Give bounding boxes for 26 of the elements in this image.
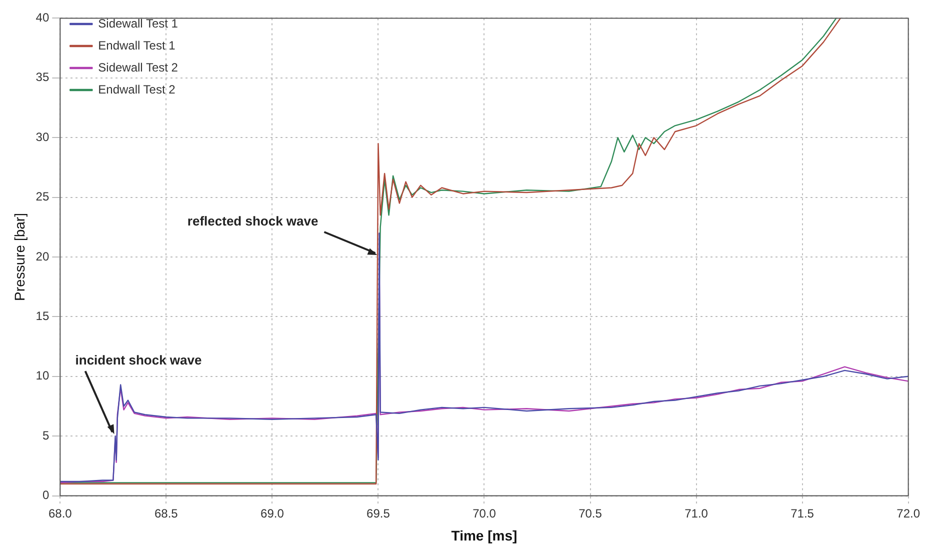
legend-label: Sidewall Test 1	[98, 16, 178, 30]
y-tick-label: 10	[36, 368, 50, 383]
legend-label: Endwall Test 1	[98, 38, 176, 52]
x-tick-label: 70.5	[578, 506, 602, 520]
annotation: reflected shock wave	[187, 214, 318, 229]
y-tick-label: 40	[36, 10, 50, 25]
x-tick-label: 70.0	[472, 506, 496, 520]
legend-label: Endwall Test 2	[98, 82, 176, 96]
x-tick-label: 69.0	[260, 506, 284, 520]
y-tick-label: 5	[42, 428, 50, 442]
x-tick-label: 68.0	[48, 506, 72, 520]
legend-label: Sidewall Test 2	[98, 60, 178, 74]
y-axis-title: Pressure [bar]	[11, 213, 28, 301]
x-tick-label: 71.5	[790, 506, 814, 520]
x-axis-title: Time [ms]	[451, 527, 518, 544]
y-tick-label: 15	[36, 309, 50, 324]
y-tick-label: 30	[36, 130, 50, 144]
y-tick-label: 20	[36, 249, 50, 264]
y-tick-label: 35	[36, 70, 50, 84]
annotation: incident shock wave	[75, 352, 202, 368]
x-tick-label: 69.5	[366, 506, 390, 520]
y-tick-label: 0	[42, 488, 50, 502]
x-tick-label: 71.0	[684, 506, 708, 520]
x-tick-label: 68.5	[154, 506, 178, 520]
y-tick-label: 25	[36, 190, 50, 204]
x-tick-label: 72.0	[896, 506, 920, 520]
